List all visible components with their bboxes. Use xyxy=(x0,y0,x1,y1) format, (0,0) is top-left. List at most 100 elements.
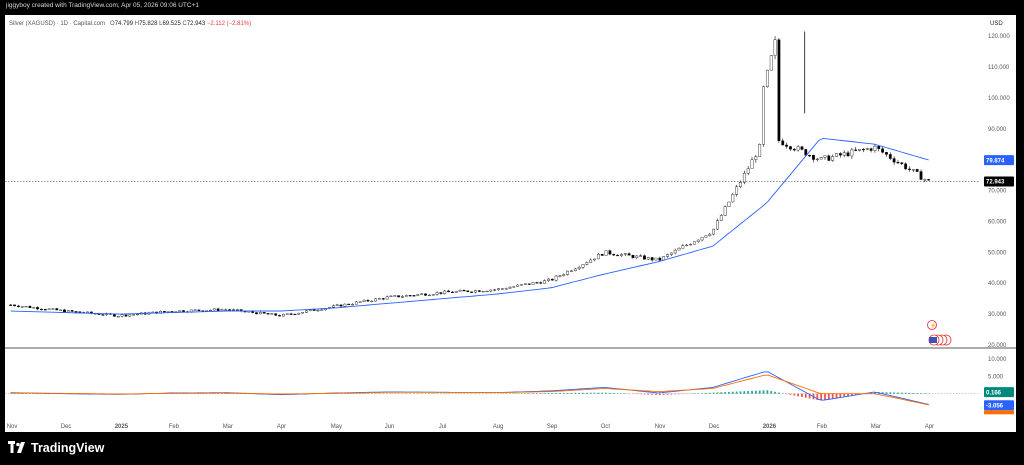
candle-down xyxy=(838,153,842,156)
macd-hist-bar-down xyxy=(839,393,842,398)
macd-hist-bar-up xyxy=(605,392,607,394)
macd-line-badge: -3.056 xyxy=(986,403,1004,409)
lightning-icon[interactable] xyxy=(927,320,937,330)
macd-hist-bar-up xyxy=(747,391,750,394)
candle-up xyxy=(120,314,124,317)
candle-up xyxy=(911,169,915,171)
candle-up xyxy=(235,309,239,311)
time-axis-tick-label: Mar xyxy=(223,424,233,430)
macd-hist-bar-down xyxy=(850,393,853,396)
macd-line xyxy=(10,371,929,405)
candle-up xyxy=(305,310,308,313)
candle-up xyxy=(497,288,500,290)
time-axis-tick-label: 2026 xyxy=(763,424,777,430)
candle-up xyxy=(209,309,212,312)
close-label: C xyxy=(182,21,187,27)
price-axis-tick-label: 60.000 xyxy=(988,219,1007,225)
time-axis-tick-label: Sep xyxy=(547,424,558,430)
candle-down xyxy=(869,148,873,151)
candle-up xyxy=(512,286,516,288)
candle-up xyxy=(765,69,769,87)
candle-down xyxy=(927,179,931,181)
macd-hist-bar-down xyxy=(827,393,830,400)
candle-down xyxy=(904,163,908,170)
chart-panel[interactable] xyxy=(5,15,1016,432)
macd-hist-bar-down xyxy=(804,393,807,398)
candle-up xyxy=(639,255,643,257)
candle-down xyxy=(631,255,635,258)
candle-up xyxy=(178,310,182,313)
macd-hist-bar-up xyxy=(731,391,734,394)
time-axis-tick-label: Jul xyxy=(439,424,447,430)
candle-up xyxy=(681,245,685,249)
candle-down xyxy=(792,148,796,151)
macd-hist-bar-down xyxy=(816,393,819,400)
candle-up xyxy=(454,291,458,293)
price-axis-tick-label: 30.000 xyxy=(988,312,1007,318)
candle-down xyxy=(28,306,32,308)
candle-up xyxy=(431,294,435,296)
candle-down xyxy=(888,154,892,159)
candle-up xyxy=(224,309,228,311)
candle-up xyxy=(654,257,658,261)
price-axis-tick-label: 70.000 xyxy=(988,189,1007,195)
candle-up xyxy=(708,233,712,237)
candle-down xyxy=(785,144,788,147)
macd-hist-bar-up xyxy=(566,392,569,394)
candle-down xyxy=(881,148,885,153)
price-axis-tick-label: 20.000 xyxy=(988,343,1007,349)
macd-hist-bar-up xyxy=(916,393,919,394)
candle-down xyxy=(781,140,785,146)
low-label: L xyxy=(159,21,163,27)
currency-label[interactable]: USD xyxy=(990,21,1003,27)
time-axis-tick-label: May xyxy=(331,424,342,430)
candle-up xyxy=(689,244,692,246)
candle-up xyxy=(850,149,854,157)
candle-up xyxy=(389,295,393,297)
high-value: 75.828 xyxy=(139,21,158,27)
candle-up xyxy=(358,301,362,303)
candle-down xyxy=(854,149,858,151)
price-axis-tick-label: 50.000 xyxy=(988,250,1007,256)
candle-down xyxy=(862,148,865,151)
candle-down xyxy=(366,299,370,302)
macd-hist-bar-up xyxy=(920,393,922,394)
candle-down xyxy=(101,314,105,316)
macd-hist-bar-up xyxy=(578,392,581,394)
candle-down xyxy=(278,315,281,317)
candle-up xyxy=(842,152,846,156)
candle-up xyxy=(596,254,600,260)
candle-up xyxy=(385,296,389,300)
macd-hist-bar-up xyxy=(559,392,561,394)
macd-hist-bar-up xyxy=(897,392,899,394)
candle-up xyxy=(704,235,708,238)
candle-up xyxy=(86,311,89,314)
ma-price-badge: 79.874 xyxy=(986,158,1005,164)
price-axis-tick-label: 40.000 xyxy=(988,281,1007,287)
candle-up xyxy=(504,288,508,290)
macd-hist-bar-up xyxy=(708,392,711,394)
symbol-name[interactable]: Silver (XAGUSD) · 1D · Capital.com xyxy=(9,21,106,27)
macd-signal-line xyxy=(10,374,929,406)
candle-up xyxy=(136,313,139,316)
candle-up xyxy=(20,306,24,308)
candle-down xyxy=(462,290,466,292)
candle-down xyxy=(113,314,116,317)
candle-up xyxy=(719,215,723,221)
candle-down xyxy=(808,155,812,157)
macd-hist-bar-up xyxy=(570,392,573,394)
candle-up xyxy=(500,288,504,290)
candle-down xyxy=(627,253,631,256)
candle-down xyxy=(447,290,450,293)
candle-up xyxy=(520,284,523,286)
candle-down xyxy=(650,257,654,261)
macd-hist-bar-down xyxy=(658,393,661,396)
candle-up xyxy=(416,294,420,296)
macd-hist-bar-up xyxy=(758,390,761,394)
candle-up xyxy=(32,307,36,309)
candle-up xyxy=(343,303,347,307)
candle-up xyxy=(731,194,735,203)
macd-hist-bar-up xyxy=(712,392,715,394)
macd-hist-bar-up xyxy=(597,392,600,394)
